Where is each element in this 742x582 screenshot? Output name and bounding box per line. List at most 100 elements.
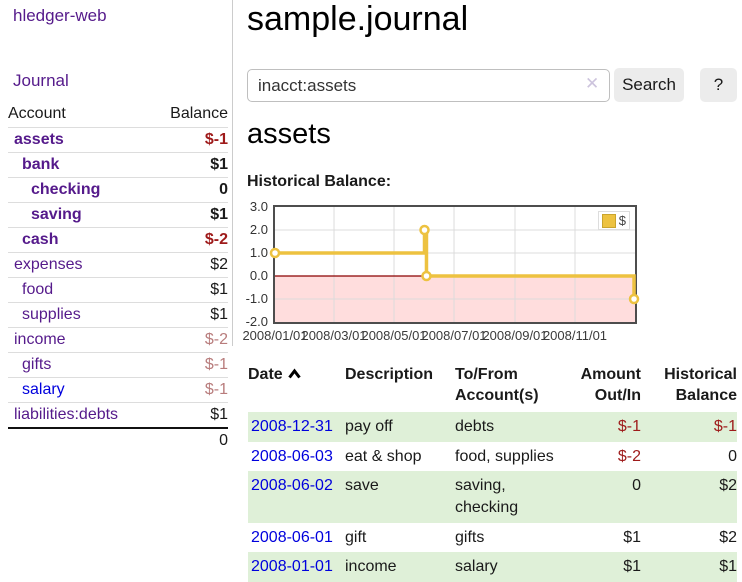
y-tick-label: 3.0 bbox=[249, 199, 268, 214]
account-balance-cash: $-2 bbox=[152, 227, 228, 253]
account-link-supplies[interactable]: supplies bbox=[22, 306, 81, 323]
page-title: sample.journal bbox=[247, 0, 469, 38]
transaction-date-link[interactable]: 2008-12-31 bbox=[251, 418, 333, 436]
transaction-balance: 0 bbox=[728, 447, 737, 465]
transaction-accounts: salary bbox=[455, 558, 498, 576]
account-link-liabilities-debts[interactable]: liabilities:debts bbox=[14, 406, 119, 423]
account-balance-assets: $-1 bbox=[152, 127, 228, 153]
search-input[interactable] bbox=[247, 69, 610, 102]
account-link-bank[interactable]: bank bbox=[22, 156, 60, 173]
y-tick-label: -1.0 bbox=[245, 291, 268, 306]
x-tick-label: 2008/03/01 bbox=[301, 328, 367, 343]
y-tick-label: 0.0 bbox=[249, 268, 268, 283]
account-row-bank: bank $1 bbox=[8, 152, 228, 178]
account-row-supplies: supplies $1 bbox=[8, 302, 228, 328]
account-balance-bank: $1 bbox=[152, 152, 228, 178]
transaction-row: 2008-01-01 income salary $1 $1 bbox=[248, 552, 737, 582]
accounts-header-row: Account Balance bbox=[8, 102, 228, 128]
account-link-cash[interactable]: cash bbox=[22, 231, 59, 248]
x-tick-label: 2008/07/01 bbox=[421, 328, 487, 343]
register-header-row: Date Description To/From Account(s) Amou… bbox=[248, 362, 737, 412]
accounts-total-value: 0 bbox=[152, 427, 228, 453]
transaction-date-link[interactable]: 2008-01-01 bbox=[251, 558, 333, 576]
y-tick-label: -2.0 bbox=[245, 314, 268, 329]
transaction-balance: $-1 bbox=[713, 418, 737, 436]
transaction-date-link[interactable]: 2008-06-03 bbox=[251, 447, 333, 465]
account-balance-food: $1 bbox=[152, 277, 228, 303]
register-header-description: Description bbox=[345, 366, 434, 383]
x-tick-label: 2008/05/01 bbox=[361, 328, 427, 343]
transaction-balance: $2 bbox=[719, 477, 737, 495]
account-link-saving[interactable]: saving bbox=[31, 206, 82, 223]
account-balance-gifts: $-1 bbox=[152, 352, 228, 378]
account-row-liabilities-debts: liabilities:debts $1 bbox=[8, 402, 228, 428]
transaction-description: income bbox=[345, 558, 397, 576]
account-link-salary[interactable]: salary bbox=[22, 381, 65, 398]
account-link-assets[interactable]: assets bbox=[14, 131, 64, 148]
accounts-header-account: Account bbox=[8, 105, 66, 122]
chart-legend: $ bbox=[597, 211, 630, 230]
register-header-date[interactable]: Date bbox=[248, 362, 345, 412]
transaction-amount: $1 bbox=[623, 558, 641, 576]
transaction-date-link[interactable]: 2008-06-01 bbox=[251, 528, 333, 546]
y-tick-label: 2.0 bbox=[249, 222, 268, 237]
account-balance-salary: $-1 bbox=[152, 377, 228, 403]
account-row-salary: salary $-1 bbox=[8, 377, 228, 403]
legend-swatch-icon bbox=[601, 213, 616, 228]
account-balance-income: $-2 bbox=[152, 327, 228, 353]
transaction-accounts: food, supplies bbox=[455, 447, 554, 465]
account-heading: assets bbox=[247, 118, 331, 150]
x-tick-label: 2008/11/01 bbox=[542, 328, 608, 343]
chart-y-axis: 3.0 2.0 1.0 0.0 -1.0 -2.0 bbox=[236, 199, 270, 329]
transaction-balance: $1 bbox=[719, 558, 737, 576]
account-link-food[interactable]: food bbox=[22, 281, 54, 298]
accounts-total-row: 0 bbox=[8, 427, 228, 453]
transaction-row: 2008-12-31 pay off debts $-1 $-1 bbox=[248, 412, 737, 442]
register-header-amount: Amount Out/In bbox=[580, 366, 641, 405]
transaction-description: eat & shop bbox=[345, 447, 422, 465]
transaction-date-link[interactable]: 2008-06-02 bbox=[251, 477, 333, 495]
account-row-gifts: gifts $-1 bbox=[8, 352, 228, 378]
account-row-checking: checking 0 bbox=[8, 177, 228, 203]
account-row-assets: assets $-1 bbox=[8, 127, 228, 153]
search-button[interactable]: Search bbox=[614, 68, 684, 102]
nav-journal-link[interactable]: Journal bbox=[13, 71, 69, 90]
sort-ascending-icon bbox=[287, 368, 301, 379]
account-balance-expenses: $2 bbox=[152, 252, 228, 278]
transaction-accounts: debts bbox=[455, 418, 495, 436]
chart-canvas bbox=[269, 207, 640, 322]
y-tick-label: 1.0 bbox=[249, 245, 268, 260]
accounts-tree-table: Account Balance assets $-1 bank $1 check… bbox=[8, 102, 228, 453]
account-link-checking[interactable]: checking bbox=[31, 181, 101, 198]
account-row-cash: cash $-2 bbox=[8, 227, 228, 253]
account-balance-checking: 0 bbox=[152, 177, 228, 203]
chart-title: Historical Balance: bbox=[247, 173, 392, 190]
transaction-row: 2008-06-01 gift gifts $1 $2 bbox=[248, 523, 737, 553]
account-row-income: income $-2 bbox=[8, 327, 228, 353]
account-link-gifts[interactable]: gifts bbox=[22, 356, 52, 373]
chart-x-axis: 2008/01/01 2008/03/01 2008/05/01 2008/07/01… bbox=[242, 328, 635, 344]
account-row-saving: saving $1 bbox=[8, 202, 228, 228]
x-tick-label: 2008/09/01 bbox=[482, 328, 548, 343]
sidebar-divider bbox=[232, 0, 233, 346]
register-header-accounts: To/From Account(s) bbox=[455, 366, 539, 405]
transaction-balance: $2 bbox=[719, 528, 737, 546]
transaction-description: pay off bbox=[345, 418, 393, 436]
transaction-amount: $1 bbox=[623, 528, 641, 546]
transaction-amount: 0 bbox=[632, 477, 641, 495]
app-brand-link[interactable]: hledger-web bbox=[13, 6, 107, 25]
transaction-amount: $-1 bbox=[617, 418, 641, 436]
account-balance-liabilities-debts: $1 bbox=[152, 402, 228, 428]
clear-search-icon[interactable]: ✕ bbox=[585, 74, 600, 93]
account-link-income[interactable]: income bbox=[14, 331, 66, 348]
transaction-accounts: gifts bbox=[455, 528, 485, 546]
transaction-amount: $-2 bbox=[617, 447, 641, 465]
help-button[interactable]: ? bbox=[700, 68, 737, 102]
legend-series-label: $ bbox=[618, 213, 626, 228]
register-header-balance: Historical Balance bbox=[664, 366, 737, 405]
account-balance-saving: $1 bbox=[152, 202, 228, 228]
transaction-description: save bbox=[345, 477, 379, 495]
accounts-header-balance: Balance bbox=[170, 105, 228, 122]
register-table: Date Description To/From Account(s) Amou… bbox=[248, 362, 737, 582]
account-link-expenses[interactable]: expenses bbox=[14, 256, 83, 273]
